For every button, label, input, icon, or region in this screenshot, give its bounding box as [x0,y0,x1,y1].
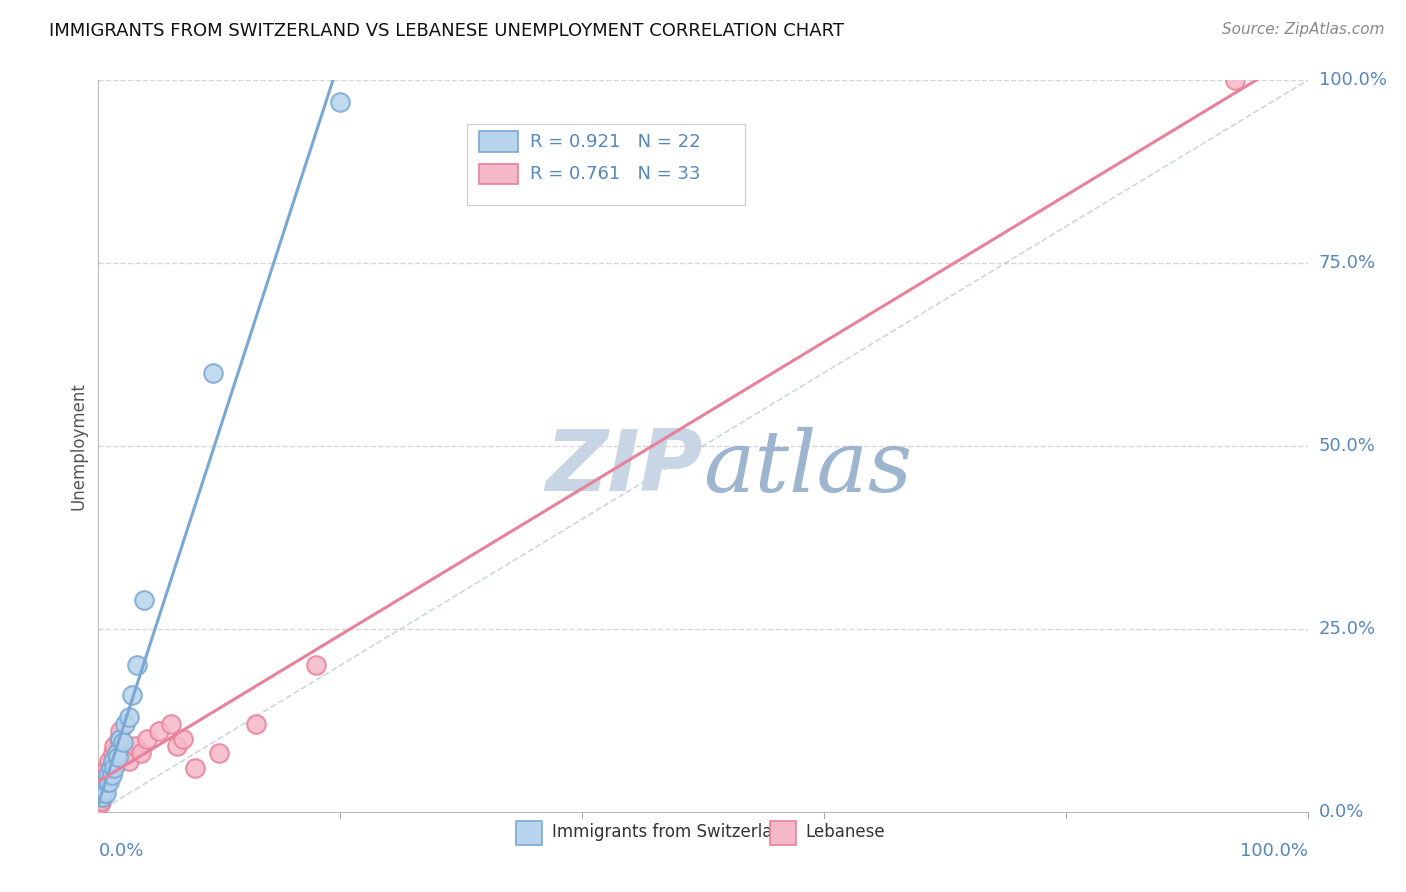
Point [91,790,114,805]
Text: R = 0.921   N = 22: R = 0.921 N = 22 [530,133,700,151]
Point [105,746,128,760]
Point [108,731,131,746]
Point [111,735,134,749]
Point [103,739,125,753]
Point [94,775,117,789]
Point [93,768,115,782]
Point [202,366,225,380]
Text: 0.0%: 0.0% [1319,803,1364,821]
Point [160,717,183,731]
Point [111,739,134,753]
Text: 75.0%: 75.0% [1319,254,1376,272]
Point [96,761,118,775]
Point [114,746,136,760]
FancyBboxPatch shape [769,822,796,845]
Point [101,754,124,768]
Point [305,658,328,673]
Text: R = 0.761   N = 33: R = 0.761 N = 33 [530,165,700,183]
Y-axis label: Unemployment: Unemployment [69,382,87,510]
Point [134,592,156,607]
Point [105,746,128,760]
Point [100,768,122,782]
Text: Immigrants from Switzerland: Immigrants from Switzerland [551,823,793,841]
Point [96,775,118,789]
Point [91,782,114,797]
Point [91,775,114,789]
Point [118,709,141,723]
Point [98,754,121,768]
Point [124,739,146,753]
FancyBboxPatch shape [479,131,517,152]
Point [118,754,141,768]
Point [184,761,207,775]
Text: atlas: atlas [703,426,912,509]
Point [148,724,170,739]
Point [91,787,114,801]
Text: 100.0%: 100.0% [1240,842,1308,860]
Point [93,779,115,793]
Point [114,717,136,731]
Text: 0.0%: 0.0% [98,842,143,860]
Point [108,731,131,746]
Point [121,688,143,702]
Text: ZIP: ZIP [546,426,703,509]
Point [100,761,122,775]
Point [127,658,149,673]
Point [93,782,115,797]
FancyBboxPatch shape [479,163,517,184]
Point [91,787,114,801]
Point [208,746,231,760]
Text: IMMIGRANTS FROM SWITZERLAND VS LEBANESE UNEMPLOYMENT CORRELATION CHART: IMMIGRANTS FROM SWITZERLAND VS LEBANESE … [49,22,844,40]
Point [100,761,122,775]
Point [94,787,117,801]
Point [166,739,188,753]
Point [90,794,112,808]
Text: 100.0%: 100.0% [1319,71,1386,89]
Text: 25.0%: 25.0% [1319,620,1376,638]
Point [1223,73,1246,87]
FancyBboxPatch shape [467,124,745,204]
Point [329,95,352,110]
Text: Source: ZipAtlas.com: Source: ZipAtlas.com [1222,22,1385,37]
Point [129,746,152,760]
Point [89,797,111,812]
Point [107,749,129,764]
Point [108,724,131,739]
Point [91,790,114,805]
Point [172,731,194,746]
Point [98,775,121,789]
Point [97,768,120,782]
FancyBboxPatch shape [516,822,543,845]
Point [101,746,124,760]
Text: 50.0%: 50.0% [1319,437,1375,455]
Point [97,768,120,782]
Text: Lebanese: Lebanese [806,823,886,841]
Point [135,731,157,746]
Point [103,761,125,775]
Point [245,717,267,731]
